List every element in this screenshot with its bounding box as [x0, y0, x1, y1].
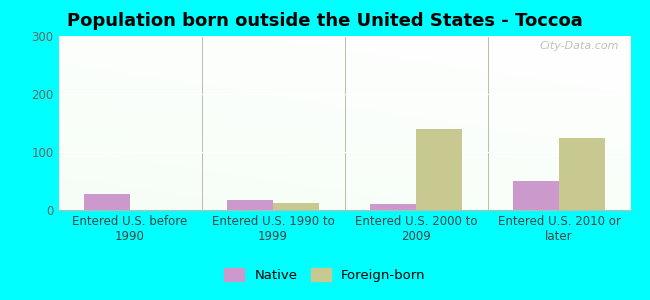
Bar	[84, 194, 130, 210]
Bar	[416, 129, 462, 210]
Bar	[559, 137, 604, 210]
Bar	[370, 204, 416, 210]
Bar	[273, 203, 318, 210]
Legend: Native, Foreign-born: Native, Foreign-born	[219, 262, 431, 287]
Text: City-Data.com: City-Data.com	[540, 41, 619, 51]
Text: Population born outside the United States - Toccoa: Population born outside the United State…	[67, 12, 583, 30]
Bar	[514, 181, 559, 210]
Bar	[227, 200, 273, 210]
